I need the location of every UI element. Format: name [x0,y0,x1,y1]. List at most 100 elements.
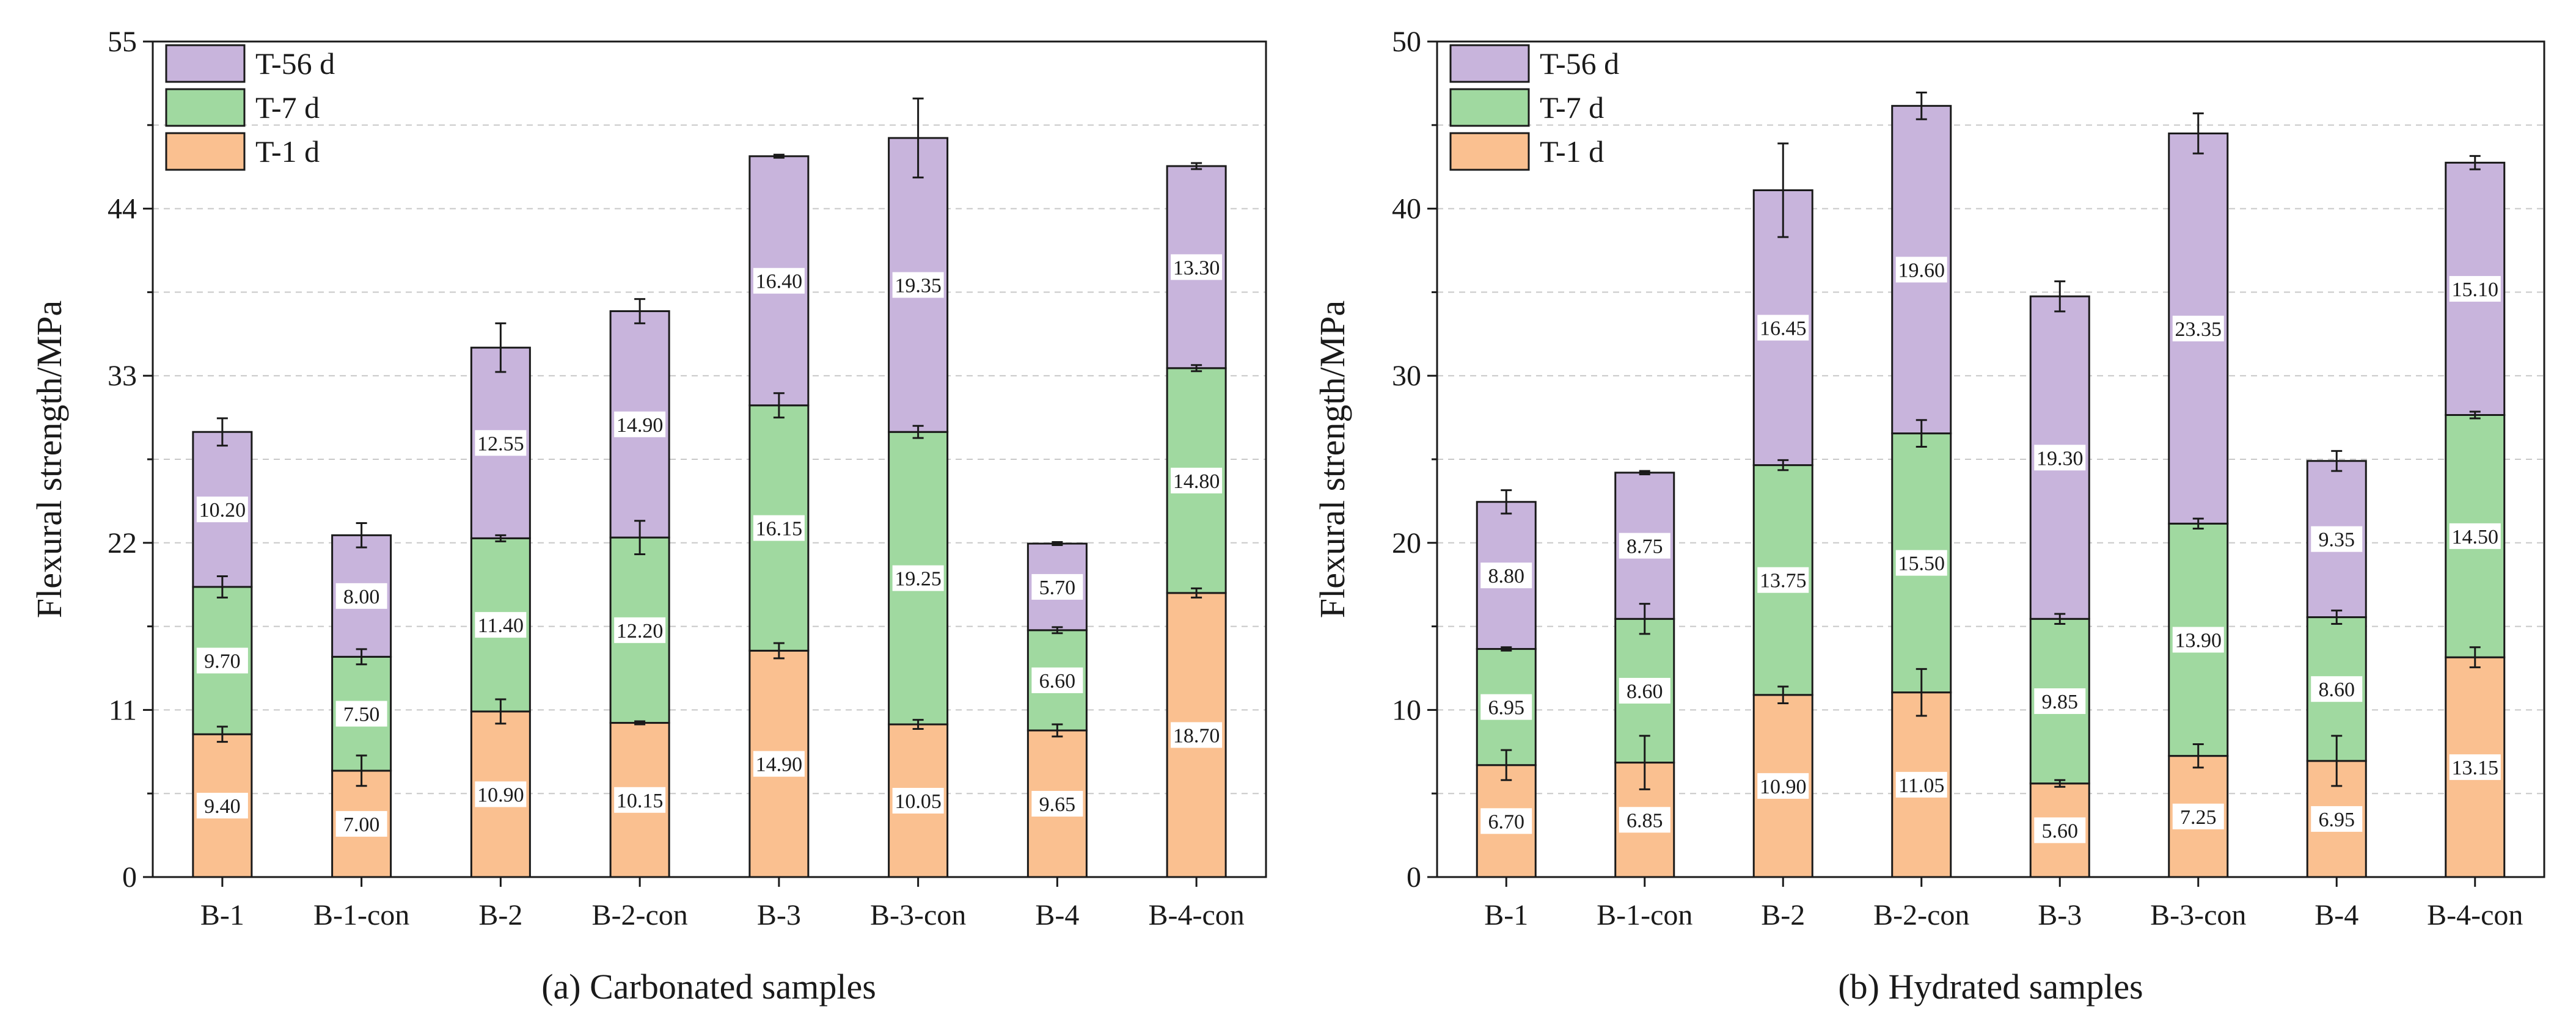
y-tick-label: 22 [108,527,137,559]
data-label: 14.90 [617,414,664,437]
data-label: 8.00 [343,586,380,608]
y-tick-label: 55 [108,26,137,58]
data-label: 6.70 [1488,810,1525,833]
data-label-box [1171,467,1223,493]
data-label: 8.60 [1626,680,1663,703]
legend-swatch [1449,44,1530,83]
legend-label: T-56 d [255,46,335,81]
legend-swatch [165,44,246,83]
data-label: 8.80 [1488,565,1525,588]
data-label-box [1480,808,1532,834]
data-label-box [1480,694,1532,720]
data-label-box [475,781,527,807]
data-label-box [2449,275,2501,302]
x-tick-label: B-1 [1484,899,1528,931]
y-tick-label: 44 [108,193,137,225]
data-label: 10.20 [199,499,246,522]
data-label: 19.35 [895,275,942,297]
y-tick-label: 0 [1407,861,1421,894]
data-label-box [1895,257,1947,283]
data-label: 13.15 [2452,757,2499,779]
data-label-box [1895,550,1947,576]
data-label-box [2311,526,2363,552]
data-label: 7.50 [343,704,380,726]
data-label-box [1619,533,1670,559]
y-tick-label: 40 [1392,193,1421,225]
data-label-box [2034,817,2086,843]
data-label: 12.20 [617,620,664,643]
x-tick-label: B-2-con [1873,899,1969,931]
y-tick-label: 33 [108,360,137,392]
x-tick-label: B-2-con [591,899,687,931]
data-label: 18.70 [1173,724,1220,747]
data-label-box [2449,523,2501,549]
legend-label: T-1 d [255,134,320,169]
data-label-box [1757,567,1809,593]
data-label: 16.45 [1760,318,1807,340]
data-label-box [196,647,248,674]
data-label: 7.00 [343,814,380,836]
data-label-box [1171,722,1223,748]
data-label-box [1895,771,1947,798]
data-label: 15.10 [2452,279,2499,301]
data-label-box [335,810,387,837]
data-label-box [1031,667,1083,693]
data-label: 12.55 [477,432,524,455]
x-tick-label: B-3-con [2150,899,2246,931]
data-label-box [1757,773,1809,799]
data-label-box [892,788,944,814]
data-label: 8.75 [1626,536,1663,558]
chart-title: (a) Carbonated samples [541,967,876,1007]
data-label-box [2172,315,2224,341]
data-label: 19.25 [895,568,942,591]
y-axis-title: Flexural strength/MPa [29,300,69,618]
legend-swatch [1449,88,1530,127]
data-label-box [2172,627,2224,653]
data-label-box [475,612,527,638]
data-label-box [196,793,248,819]
data-label: 14.90 [756,754,803,776]
panel-carbonated: 9.40 7.00 10.90 10.15 14.90 10.05 9.65 18.70 9.7… [29,26,1267,1007]
data-label-box [196,497,248,523]
data-label-box [335,583,387,609]
y-tick-label: 30 [1392,360,1421,392]
data-label: 8.60 [2319,679,2355,701]
data-label-box [614,617,666,643]
y-tick-label: 10 [1392,694,1421,726]
legend-label: T-1 d [1540,134,1604,169]
x-tick-label: B-3 [2038,899,2082,931]
y-tick-label: 11 [109,694,137,726]
y-tick-label: 20 [1392,527,1421,559]
data-label-box [892,565,944,591]
legend-swatch [165,132,246,171]
data-label: 16.40 [756,271,803,293]
data-label: 6.85 [1626,809,1663,832]
data-label-box [1171,254,1223,280]
data-label-box [475,430,527,456]
data-label-box [753,268,805,294]
data-label: 13.90 [2175,629,2222,652]
data-label: 9.65 [1039,793,1076,816]
data-label: 9.70 [204,650,241,673]
x-tick-label: B-1-con [313,899,409,931]
data-label-box [2034,688,2086,715]
data-label: 6.95 [2319,809,2355,831]
data-label-box [892,272,944,298]
data-label-box [614,411,666,437]
data-label: 5.70 [1039,577,1076,599]
y-tick-label: 50 [1392,26,1421,58]
data-label: 6.95 [1488,697,1525,719]
data-label-box [2172,803,2224,829]
data-label-box [1031,573,1083,600]
data-label: 10.90 [477,784,524,806]
data-label: 9.35 [2319,529,2355,552]
data-label-box [1480,563,1532,589]
data-label-box [2311,806,2363,832]
data-label: 5.60 [2042,820,2079,842]
x-tick-label: B-4-con [2427,899,2523,931]
data-label-box [753,751,805,777]
x-tick-label: B-3-con [870,899,966,931]
data-label-box [2449,754,2501,781]
